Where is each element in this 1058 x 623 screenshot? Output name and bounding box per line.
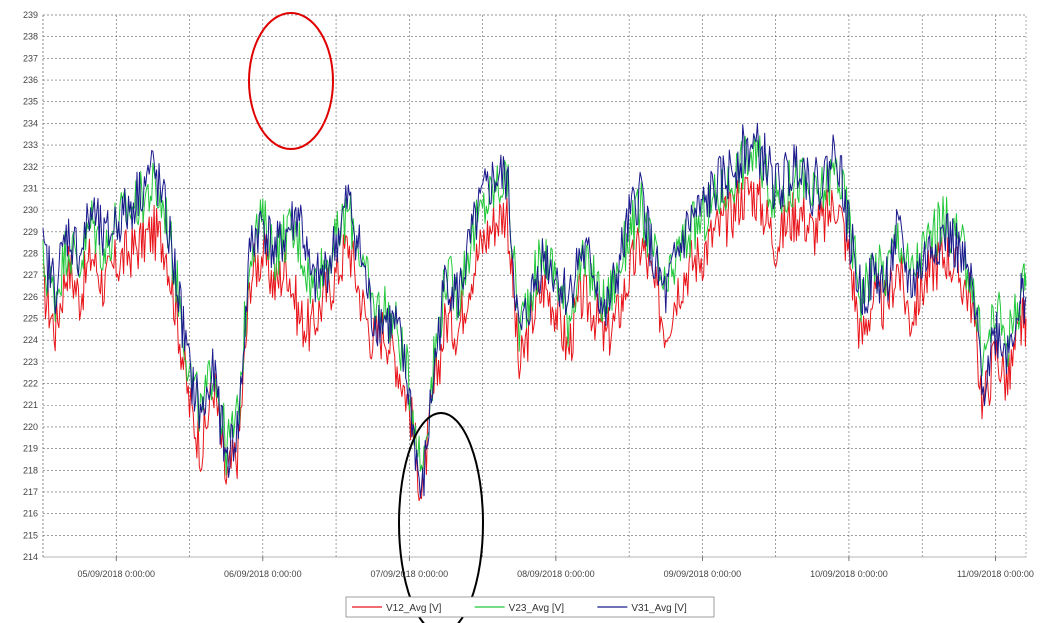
y-tick-label: 217	[23, 487, 38, 497]
y-tick-label: 233	[23, 140, 38, 150]
y-tick-label: 226	[23, 292, 38, 302]
black-annotation-ellipse	[398, 412, 484, 623]
y-tick-label: 219	[23, 444, 38, 454]
series-line-2	[42, 135, 1027, 476]
y-tick-label: 230	[23, 205, 38, 215]
x-tick-label: 07/09/2018 0:00:00	[371, 569, 449, 579]
y-tick-label: 229	[23, 227, 38, 237]
y-tick-label: 236	[23, 75, 38, 85]
y-tick-label: 216	[23, 509, 38, 519]
y-tick-label: 239	[23, 10, 38, 20]
x-tick-label: 08/09/2018 0:00:00	[517, 569, 595, 579]
y-tick-label: 220	[23, 422, 38, 432]
legend-label: V12_Avg [V]	[386, 603, 442, 614]
x-axis-tick-labels: 05/09/2018 0:00:00 06/09/2018 0:00:00 07/0…	[77, 557, 1034, 579]
red-annotation-ellipse	[248, 12, 334, 150]
y-tick-label: 235	[23, 97, 38, 107]
y-tick-label: 225	[23, 314, 38, 324]
x-tick-label: 05/09/2018 0:00:00	[77, 569, 155, 579]
legend-box	[345, 596, 715, 618]
y-tick-label: 218	[23, 465, 38, 475]
y-tick-label: 232	[23, 162, 38, 172]
legend-label: V31_Avg [V]	[631, 603, 687, 614]
y-tick-label: 222	[23, 379, 38, 389]
y-tick-label: 221	[23, 400, 38, 410]
x-tick-label: 11/09/2018 0:00:00	[957, 569, 1034, 579]
series-lines	[42, 122, 1027, 502]
x-tick-label: 06/09/2018 0:00:00	[224, 569, 302, 579]
y-tick-label: 227	[23, 270, 38, 280]
y-tick-label: 214	[23, 552, 38, 562]
y-tick-label: 231	[23, 183, 38, 193]
series-line-3	[42, 122, 1027, 498]
series-line-1	[42, 176, 1027, 502]
legend-label: V23_Avg [V]	[509, 603, 565, 614]
y-tick-label: 224	[23, 335, 38, 345]
y-tick-label: 223	[23, 357, 38, 367]
y-tick-label: 237	[23, 53, 38, 63]
y-tick-label: 234	[23, 118, 38, 128]
x-tick-label: 09/09/2018 0:00:00	[664, 569, 742, 579]
annotation-ellipses	[248, 12, 484, 623]
y-tick-label: 238	[23, 32, 38, 42]
legend: V12_Avg [V] V23_Avg [V] V31_Avg [V]	[345, 596, 715, 618]
y-axis-tick-labels: 214 215 216 217 218 219 220 221 222 223 224 225 226 2…	[23, 10, 38, 562]
y-tick-label: 228	[23, 248, 38, 258]
x-tick-label: 10/09/2018 0:00:00	[810, 569, 888, 579]
y-tick-label: 215	[23, 530, 38, 540]
